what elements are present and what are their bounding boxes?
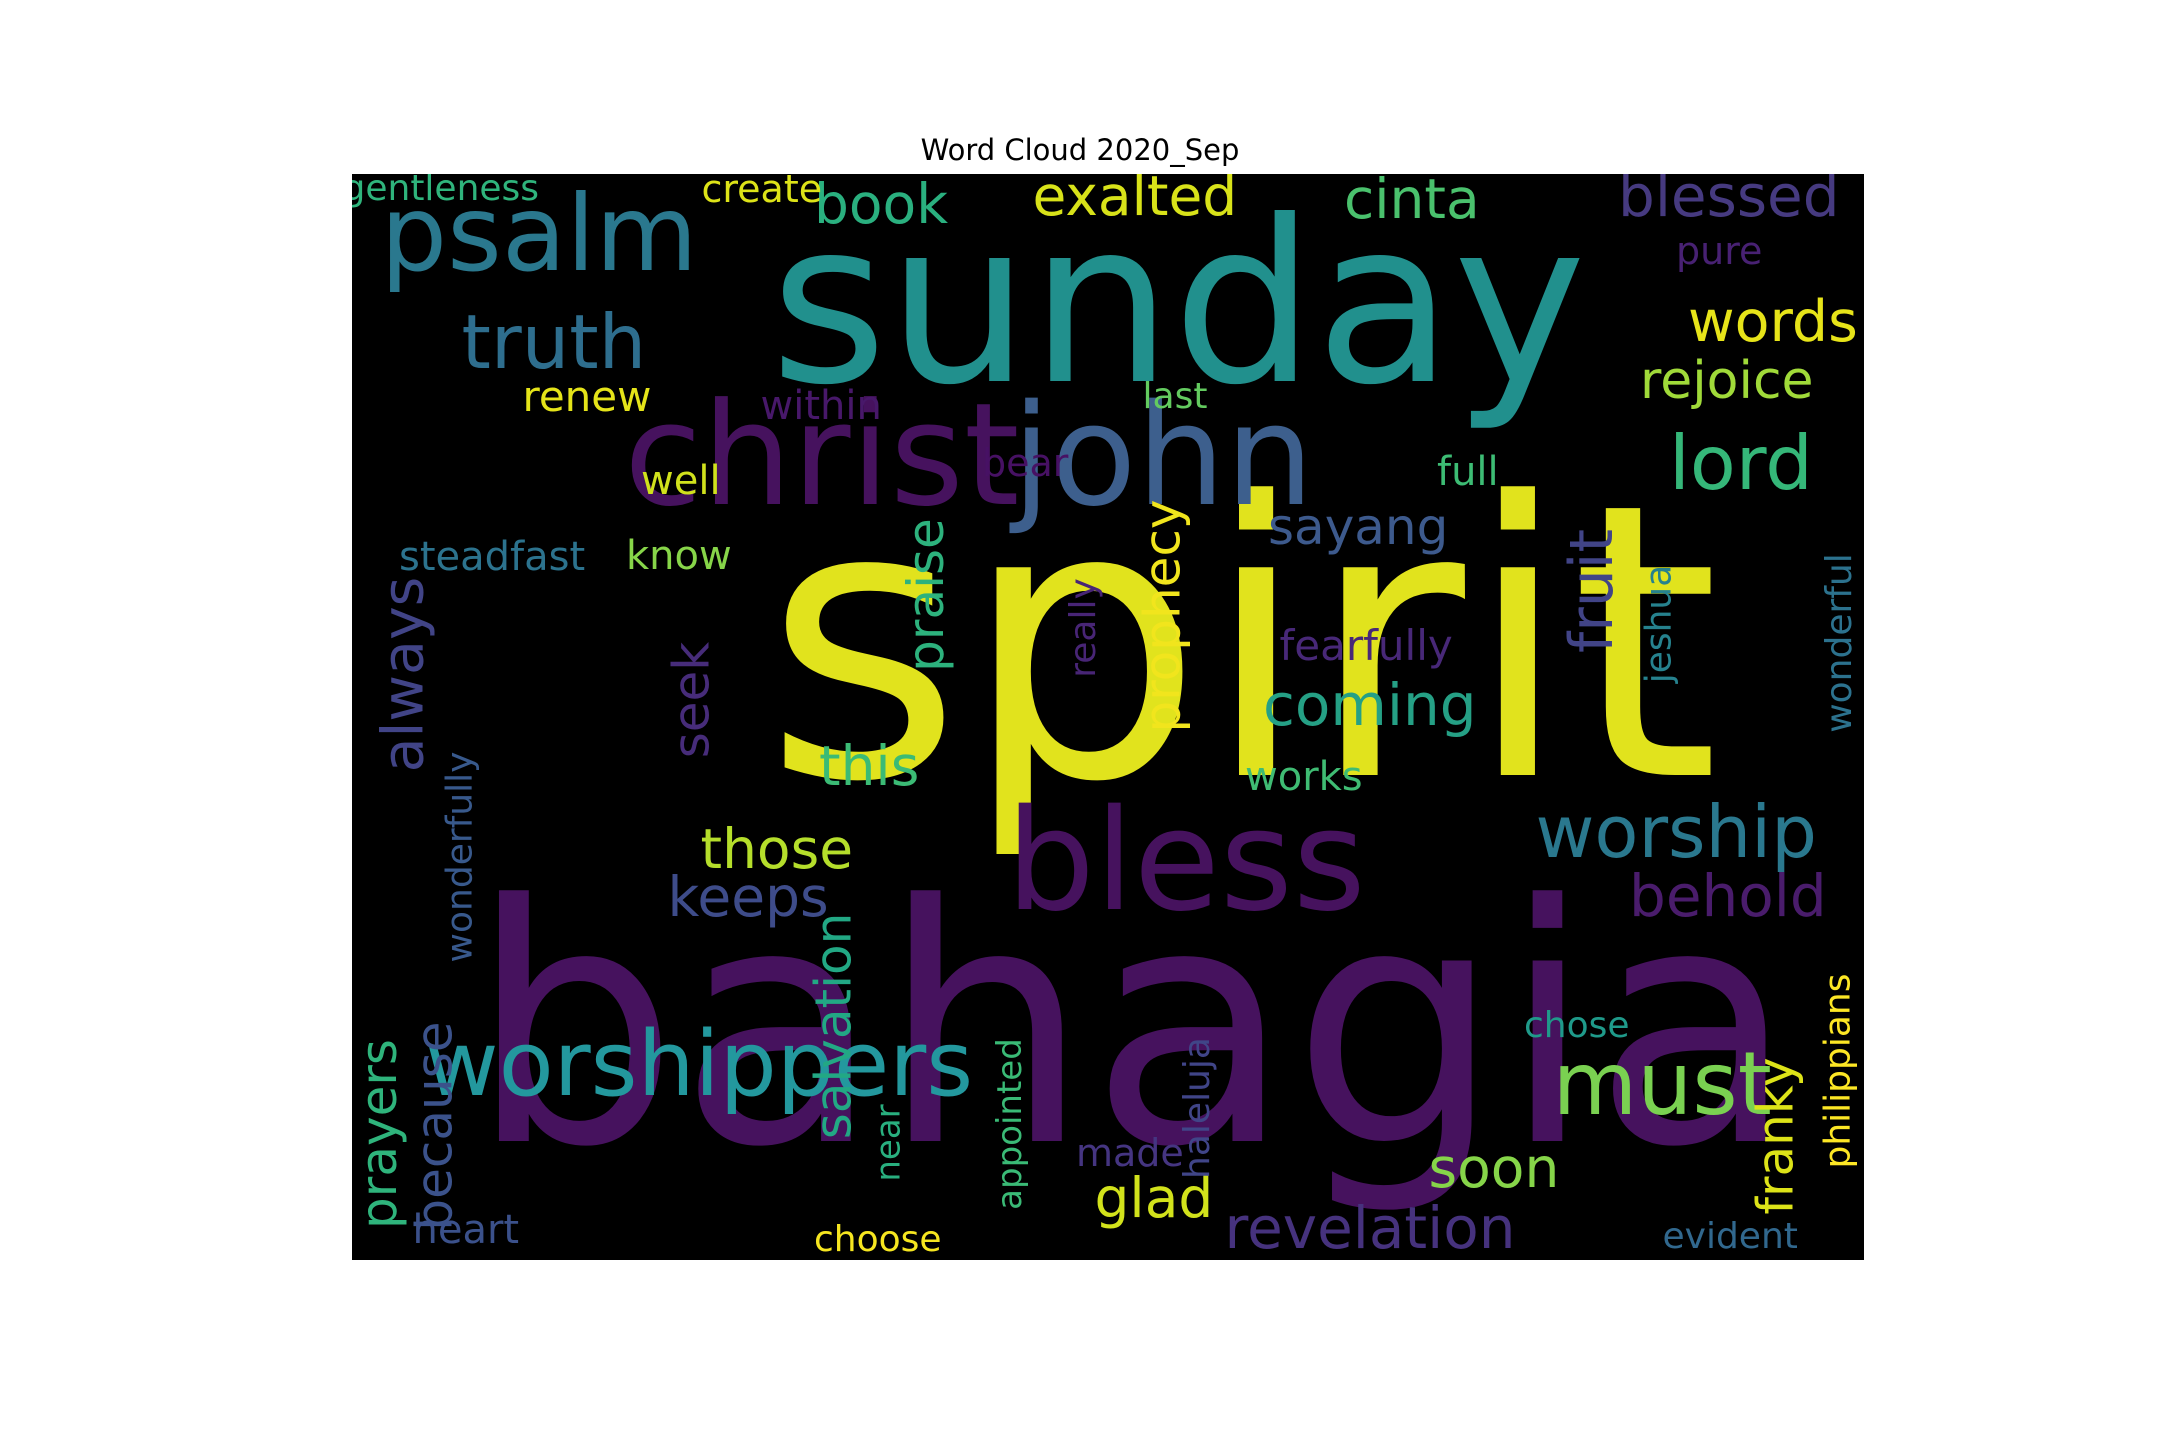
word-because: because [405, 1021, 464, 1231]
word-behold: behold [1629, 862, 1827, 930]
word-words: words [1688, 288, 1858, 355]
word-heart: heart [412, 1207, 520, 1253]
word-pure: pure [1676, 229, 1763, 273]
word-cloud-canvas: spirit bahagia sunday christ john bless psalm w… [352, 174, 1864, 1260]
word-lord: lord [1669, 418, 1813, 507]
word-those: those [700, 816, 854, 881]
word-gentleness: gentleness [352, 174, 540, 209]
word-renew: renew [522, 372, 652, 421]
word-cinta: cinta [1344, 174, 1480, 231]
word-truth: truth [461, 297, 647, 386]
word-praise: praise [896, 518, 955, 672]
word-must: must [1552, 1032, 1772, 1135]
word-near: near [868, 1104, 909, 1182]
word-sunday: sunday [770, 174, 1587, 435]
word-sayang: sayang [1268, 498, 1449, 556]
word-know: know [626, 533, 732, 579]
word-christ: christ [624, 373, 1020, 538]
word-exalted: exalted [1032, 174, 1238, 228]
word-bahagia: bahagia [469, 835, 1796, 1219]
word-this: this [819, 733, 920, 798]
word-salvation: salvation [803, 912, 862, 1140]
word-philippians: philippians [1817, 973, 1859, 1169]
word-franky: franky [1746, 1057, 1805, 1215]
word-worshippers: worshippers [425, 1012, 974, 1117]
word-last: last [1142, 376, 1208, 417]
word-wonderful: wonderful [1818, 553, 1860, 733]
word-bear: bear [982, 441, 1069, 485]
word-jeshua: jeshua [1637, 564, 1679, 684]
word-wonderfully: wonderfully [438, 751, 480, 963]
word-keeps: keeps [667, 864, 829, 929]
word-blessed: blessed [1618, 174, 1840, 230]
word-seek: seek [661, 641, 720, 759]
word-psalm: psalm [380, 174, 698, 295]
word-really: really [1062, 578, 1104, 678]
word-book: book [814, 174, 949, 236]
chart-title: Word Cloud 2020_Sep [920, 133, 1240, 167]
word-full: full [1437, 449, 1499, 495]
word-fruit: fruit [1557, 528, 1628, 654]
word-appointed: appointed [989, 1038, 1030, 1210]
word-spirit: spirit [764, 422, 1720, 865]
word-steadfast: steadfast [399, 534, 586, 580]
word-prayers: prayers [352, 1039, 408, 1229]
word-chose: chose [1524, 1005, 1630, 1046]
word-prophecy: prophecy [1133, 499, 1192, 733]
word-made: made [1076, 1131, 1184, 1175]
word-john: john [1012, 375, 1315, 538]
word-create: create [701, 174, 823, 211]
word-choose: choose [814, 1219, 942, 1260]
word-glad: glad [1094, 1165, 1214, 1230]
word-within: within [760, 383, 882, 429]
word-coming: coming [1263, 671, 1477, 739]
word-fearfully: fearfully [1279, 621, 1453, 670]
word-evident: evident [1662, 1216, 1798, 1257]
word-well: well [641, 458, 721, 504]
word-haleluja: haleluja [1176, 1037, 1218, 1179]
word-always: always [370, 576, 437, 772]
word-revelation: revelation [1224, 1194, 1516, 1260]
word-works: works [1245, 754, 1363, 800]
word-worship: worship [1535, 790, 1817, 874]
word-rejoice: rejoice [1640, 351, 1814, 411]
word-soon: soon [1428, 1135, 1560, 1200]
word-bless: bless [1006, 780, 1366, 943]
